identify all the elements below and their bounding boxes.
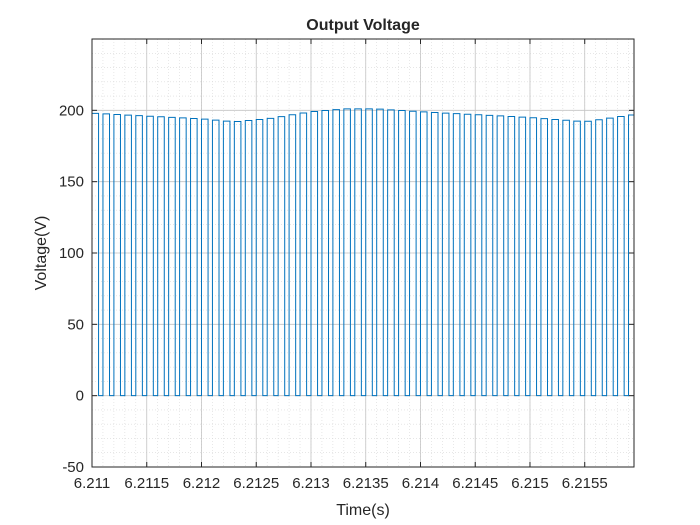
- y-axis-ticks: -50 0 50 100 150 200: [59, 102, 634, 476]
- x-tick-label: 6.212: [183, 475, 221, 492]
- y-tick-label: 0: [76, 388, 84, 405]
- x-tick-label: 6.2125: [233, 475, 279, 492]
- x-tick-label: 6.2155: [562, 475, 608, 492]
- x-tick-label: 6.2145: [452, 475, 498, 492]
- x-tick-label: 6.213: [292, 475, 330, 492]
- y-axis-label: Voltage(V): [33, 216, 50, 291]
- y-tick-label: 100: [59, 245, 84, 262]
- x-axis-label: Time(s): [336, 502, 390, 519]
- x-tick-label: 6.215: [511, 475, 549, 492]
- x-tick-label: 6.214: [402, 475, 440, 492]
- y-tick-label: -50: [62, 459, 84, 476]
- x-tick-label: 6.211: [74, 475, 110, 492]
- x-tick-label: 6.2135: [343, 475, 389, 492]
- x-axis-ticks: 6.211 6.2115 6.212 6.2125 6.213 6.2135 6.214 6.…: [74, 39, 608, 492]
- series-layer: [92, 108, 634, 397]
- y-tick-label: 150: [59, 174, 84, 191]
- voltage-series-line: [92, 108, 634, 397]
- y-tick-label: 200: [59, 102, 84, 119]
- y-tick-label: 50: [67, 316, 84, 333]
- chart-title: Output Voltage: [306, 17, 420, 34]
- x-tick-label: 6.2115: [124, 475, 169, 492]
